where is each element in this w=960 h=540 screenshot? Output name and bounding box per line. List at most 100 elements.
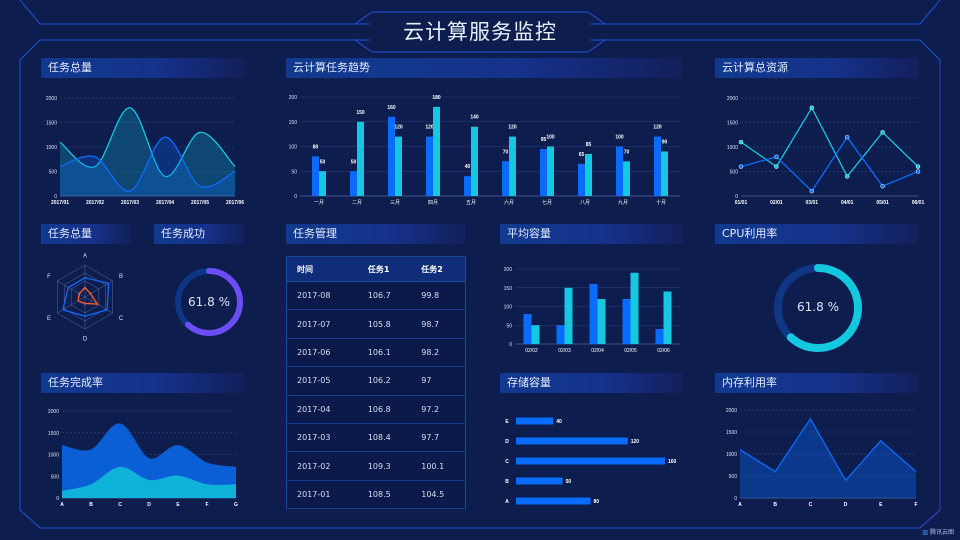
y-tick-label: 1000 [726,452,737,458]
watermark-text: 腾讯云图 [929,529,954,536]
y-tick-label: 1500 [46,121,57,127]
radar-indicator-label: C [119,316,124,322]
panel-title-task-manage: 任务管理 [286,224,466,244]
data-point [844,174,850,179]
bar [357,121,364,196]
y-tick-label: 2000 [726,408,737,414]
series-line [740,136,919,193]
bar [509,136,516,196]
series-line [61,423,237,469]
table-cell: 2017-07 [286,309,358,339]
bar-data-label: 100 [546,135,555,141]
x-tick-label: 五月 [466,200,476,206]
x-tick-label: 06/01 [912,200,925,206]
column-header-task2: 任务2 [411,256,466,282]
bar-data-label: 80 [594,499,600,505]
x-tick-label: 八月 [580,200,590,206]
bar [312,156,319,196]
bar-data-label: 120 [425,125,434,131]
y-tick-label: 50 [506,323,512,329]
x-tick-label: 二月 [352,200,362,206]
bar-data-label: 120 [631,439,640,445]
bar [516,417,554,425]
y-tick-label: 1000 [727,145,738,151]
data-point [738,139,744,145]
table-cell: 106.2 [357,366,412,396]
y-tick-label: C [505,459,509,465]
bar [516,437,628,445]
table-row: 2017-08 106.7 99.8 [286,281,466,311]
table-cell: 105.8 [357,309,412,339]
y-tick-label: 1500 [727,121,738,127]
bar-data-label: 90 [662,139,668,145]
y-tick-label: 200 [289,95,298,101]
bar-data-label: 180 [432,95,441,101]
x-tick-label: 三月 [390,200,400,206]
x-tick-label: E [176,502,180,508]
panel-title-cpu: CPU利用率 [715,224,918,244]
series-area [60,137,235,196]
x-tick-label: 02/01 [770,200,783,206]
x-tick-label: A [738,502,742,508]
x-tick-label: 02/06 [657,348,670,354]
task-success-donut-progress [175,268,243,336]
radar-axis [57,280,86,298]
y-tick-label: 0 [734,496,737,502]
bar [622,299,631,344]
bar [395,136,402,196]
x-tick-label: 2017/03 [121,200,139,206]
panel-title-memory: 内存利用率 [715,373,918,393]
x-tick-label: 02/04 [591,348,604,354]
table-cell: 100.1 [411,451,466,481]
bar [433,106,440,196]
table-row: 2017-02 109.3 100.1 [286,451,466,481]
x-tick-label: 九月 [618,199,628,206]
table-cell: 97.2 [411,395,466,424]
data-point [915,164,921,169]
x-tick-label: 03/01 [806,200,819,206]
bar-data-label: 70 [503,149,509,155]
data-point [738,164,744,169]
table-cell: 104.5 [411,480,466,510]
bar [540,148,547,196]
watermark-logo: ▥ 腾讯云图 [922,527,954,536]
table-cell: 98.7 [411,309,466,339]
bar [516,477,563,485]
x-tick-label: G [234,502,238,508]
bar [630,272,639,344]
bar [388,116,395,196]
data-point [880,130,885,135]
series-line [61,466,237,493]
data-point [880,183,885,189]
y-tick-label: 0 [54,194,57,200]
page-title: 云计算服务监控 [403,20,557,44]
bar [661,151,668,196]
task-success-value: 61.8 % [188,295,230,309]
bar [663,291,672,344]
bar-data-label: 120 [653,125,662,131]
bar [585,153,592,196]
bar-data-label: 40 [465,164,471,170]
cpu-value: 61.8 % [797,300,839,314]
radar-axis [57,296,86,314]
radar-series [77,286,99,305]
series-line [740,106,919,178]
bar-data-label: 160 [387,105,396,111]
bar [556,325,565,344]
y-tick-label: 150 [289,120,298,126]
table-cell: 109.3 [357,451,412,481]
x-tick-label: 04/01 [841,200,854,206]
bar [564,287,573,344]
y-tick-label: 1000 [48,453,59,459]
series-line [739,417,917,482]
bar [589,284,598,344]
panel-title-task-success: 任务成功 [154,224,244,244]
bar-data-label: 65 [579,152,585,158]
x-tick-label: F [205,502,208,508]
x-tick-label: 七月 [542,199,552,206]
radar-indicator-label: E [47,316,51,322]
bar [426,136,433,196]
table-cell: 106.7 [357,281,412,311]
table-cell: 108.5 [357,480,412,510]
